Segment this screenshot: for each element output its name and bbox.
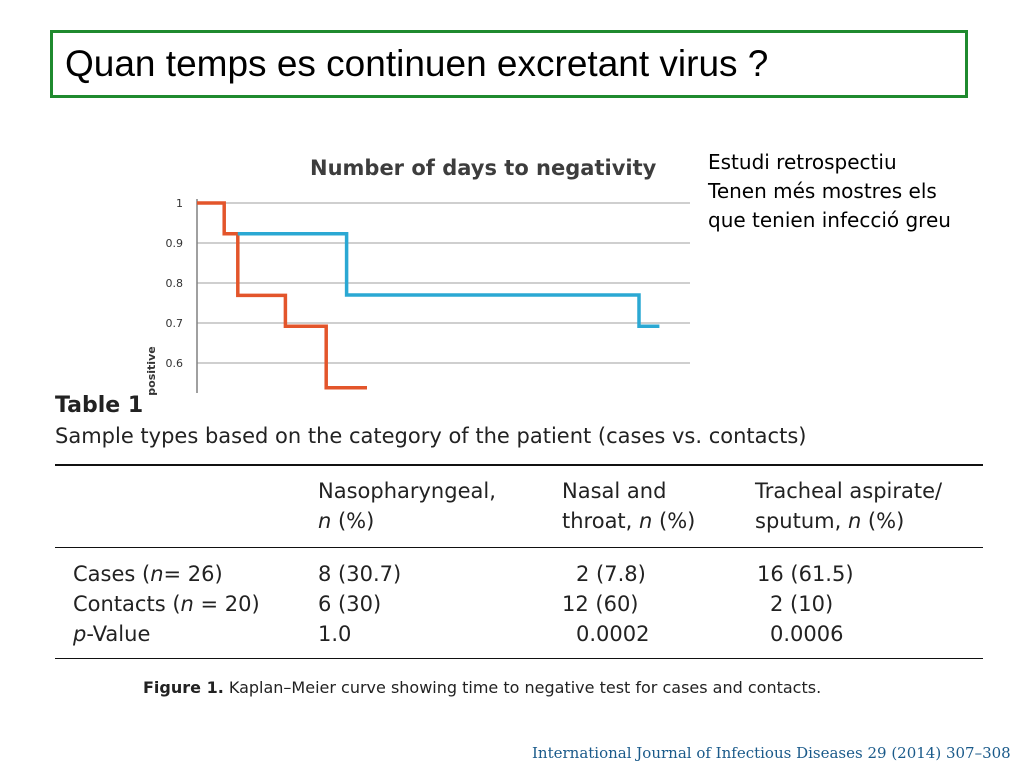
row-label-cases: Cases (n= 26) [73, 562, 223, 586]
table-cell: 6 (30) [318, 592, 382, 616]
slide-title-box: Quan temps es continuen excretant virus … [50, 30, 968, 98]
table-cell: 2 (7.8) [576, 562, 646, 586]
table-cell: 0.0006 [770, 622, 844, 646]
table-header-tracheal: Tracheal aspirate/ sputum, n (%) [755, 479, 943, 533]
side-note-line-1: Estudi retrospectiu [708, 150, 897, 174]
y-tick-label: 0.7 [166, 317, 184, 330]
y-tick-label: 0.6 [166, 357, 184, 370]
figure-caption: Figure 1. Kaplan–Meier curve showing tim… [143, 678, 822, 697]
side-note-line-3: que tenien infecció greu [708, 208, 951, 232]
table-bottom-rule [55, 658, 983, 659]
y-tick-label: 1 [176, 197, 183, 210]
y-tick-label: 0.9 [166, 237, 184, 250]
kaplan-meier-chart: 1 0.9 0.8 0.7 0.6 positive [145, 197, 690, 395]
side-note: Estudi retrospectiu Tenen més mostres el… [708, 148, 1008, 235]
table-cell: 16 (61.5) [757, 562, 854, 586]
table-cell: 8 (30.7) [318, 562, 402, 586]
series-line-red [197, 201, 367, 390]
table-top-rule [55, 464, 983, 466]
y-axis-label: positive [145, 346, 158, 395]
table-header-nasopharyngeal: Nasopharyngeal, n (%) [318, 479, 496, 533]
table-cell: 1.0 [318, 622, 352, 646]
table-header-nasal-throat: Nasal and throat, n (%) [562, 479, 696, 533]
table-cell: 2 (10) [770, 592, 834, 616]
table-cell: 0.0002 [576, 622, 650, 646]
table-caption: Sample types based on the category of th… [55, 424, 807, 448]
row-label-contacts: Contacts (n = 20) [73, 592, 260, 616]
table-header-rule [55, 547, 983, 548]
journal-citation: International Journal of Infectious Dise… [532, 744, 1011, 762]
chart-title: Number of days to negativity [310, 156, 657, 180]
series-line-blue [237, 232, 660, 328]
table-title: Table 1 [55, 393, 144, 418]
slide-title: Quan temps es continuen excretant virus … [65, 43, 769, 84]
table-cell: 12 (60) [562, 592, 639, 616]
row-label-p-value: p-Value [73, 622, 151, 646]
y-tick-label: 0.8 [166, 277, 184, 290]
side-note-line-2: Tenen més mostres els [708, 179, 937, 203]
